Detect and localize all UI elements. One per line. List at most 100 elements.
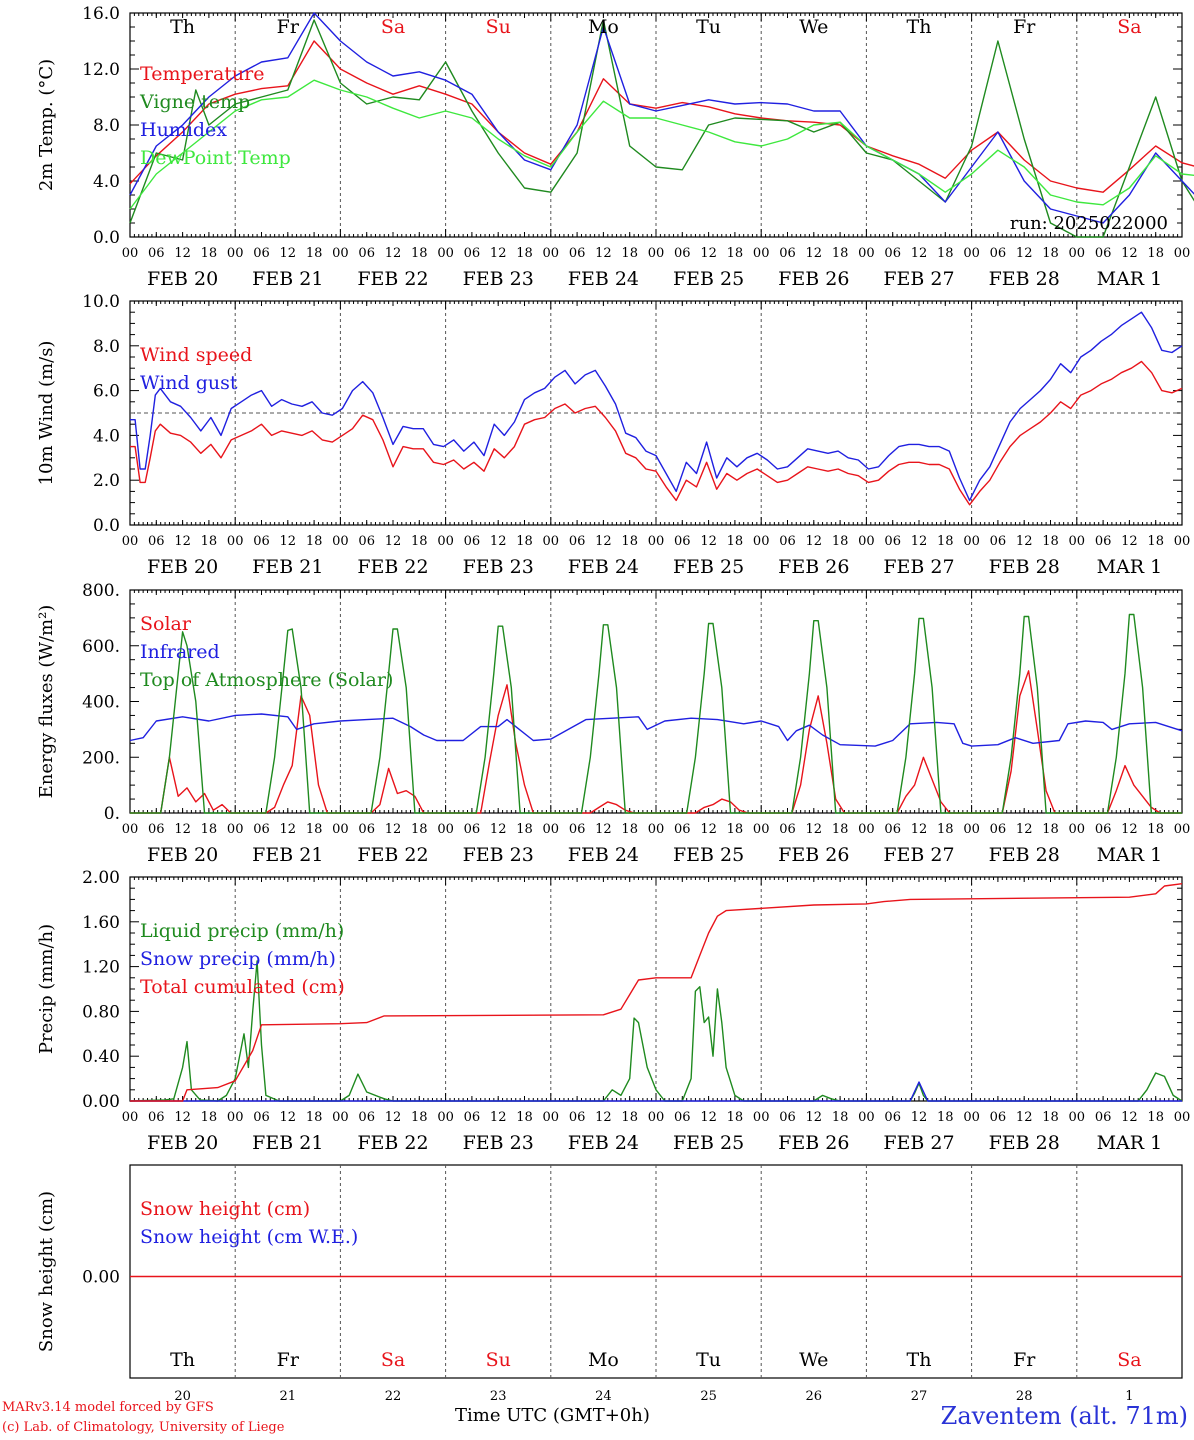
y-axis-label: Energy fluxes (W/m²)	[36, 605, 57, 799]
y-tick-label: 10.0	[82, 292, 120, 312]
y-tick-label: 8.0	[93, 116, 120, 136]
day-name: Fr	[277, 1349, 300, 1371]
hour-tick-label: 06	[253, 1110, 270, 1125]
hour-tick-label: 00	[963, 246, 980, 261]
day-number: 21	[280, 1389, 297, 1404]
hour-tick-label: 18	[937, 534, 954, 549]
hour-tick-label: 12	[280, 534, 297, 549]
date-label: FEB 22	[357, 268, 428, 290]
date-label: FEB 28	[989, 556, 1060, 578]
hour-tick-label: 06	[779, 822, 796, 837]
hour-tick-label: 12	[174, 822, 191, 837]
hour-tick-label: 06	[990, 246, 1007, 261]
hour-tick-label: 00	[753, 534, 770, 549]
hour-tick-label: 12	[385, 822, 402, 837]
hour-tick-label: 12	[911, 246, 928, 261]
hour-tick-label: 18	[306, 1110, 323, 1125]
hour-tick-label: 12	[700, 1110, 717, 1125]
hour-tick-label: 00	[753, 822, 770, 837]
day-name: Fr	[1013, 16, 1036, 38]
y-tick-label: 800.	[82, 581, 120, 601]
hour-tick-label: 00	[1069, 822, 1086, 837]
date-label: FEB 24	[568, 268, 639, 290]
hour-tick-label: 12	[806, 822, 823, 837]
hour-tick-label: 12	[911, 1110, 928, 1125]
hour-tick-label: 06	[358, 246, 375, 261]
hour-tick-label: 06	[569, 534, 586, 549]
date-label: FEB 24	[568, 844, 639, 866]
hour-tick-label: 12	[806, 246, 823, 261]
hour-tick-label: 18	[621, 822, 638, 837]
hour-tick-label: 00	[648, 822, 665, 837]
hour-tick-label: 18	[201, 534, 218, 549]
series-line	[130, 883, 1183, 1102]
day-number: 25	[700, 1389, 717, 1404]
hour-tick-label: 12	[385, 1110, 402, 1125]
hour-tick-label: 12	[1016, 1110, 1033, 1125]
date-label: FEB 23	[463, 844, 534, 866]
hour-tick-label: 12	[700, 246, 717, 261]
hour-tick-label: 18	[411, 1110, 428, 1125]
series-line	[129, 12, 1194, 224]
hour-tick-label: 00	[543, 534, 560, 549]
hour-tick-label: 06	[569, 1110, 586, 1125]
hour-tick-label: 06	[358, 1110, 375, 1125]
day-number: 1	[1125, 1389, 1133, 1404]
hour-tick-label: 06	[1095, 1110, 1112, 1125]
hour-tick-label: 06	[148, 1110, 165, 1125]
day-name: Mo	[588, 16, 619, 38]
hour-tick-label: 06	[148, 822, 165, 837]
day-name: Mo	[588, 1349, 619, 1371]
hour-tick-label: 00	[1174, 1110, 1191, 1125]
y-tick-label: 0.80	[82, 1002, 120, 1022]
hour-tick-label: 00	[753, 246, 770, 261]
hour-tick-label: 06	[253, 822, 270, 837]
day-name: Th	[907, 16, 932, 38]
hour-tick-label: 12	[280, 246, 297, 261]
hour-tick-label: 06	[674, 1110, 691, 1125]
hour-tick-label: 18	[306, 534, 323, 549]
date-label: FEB 22	[357, 1132, 428, 1154]
hour-tick-label: 12	[595, 246, 612, 261]
day-name: Tu	[696, 1349, 721, 1371]
hour-tick-label: 00	[543, 1110, 560, 1125]
day-name: Fr	[277, 16, 300, 38]
legend-entry: Liquid precip (mm/h)	[140, 920, 344, 942]
hour-tick-label: 00	[332, 534, 349, 549]
hour-tick-label: 18	[411, 534, 428, 549]
legend-entry: Wind gust	[140, 372, 238, 394]
legend-entry: Solar	[140, 613, 192, 635]
date-label: FEB 20	[147, 844, 218, 866]
y-tick-label: 8.0	[93, 337, 120, 357]
hour-tick-label: 06	[884, 1110, 901, 1125]
date-label: FEB 24	[568, 1132, 639, 1154]
hour-tick-label: 12	[174, 246, 191, 261]
hour-tick-label: 00	[753, 1110, 770, 1125]
hour-tick-label: 00	[963, 534, 980, 549]
day-name: Th	[907, 1349, 932, 1371]
hour-tick-label: 18	[306, 246, 323, 261]
hour-tick-label: 18	[1042, 246, 1059, 261]
hour-tick-label: 18	[937, 246, 954, 261]
series-line	[129, 40, 1194, 193]
legend-entry: Snow precip (mm/h)	[140, 948, 336, 970]
hour-tick-label: 06	[1095, 534, 1112, 549]
hour-tick-label: 18	[411, 822, 428, 837]
hour-tick-label: 12	[1121, 246, 1138, 261]
day-name: Th	[170, 16, 195, 38]
hour-tick-label: 12	[1121, 534, 1138, 549]
y-tick-label: 0.0	[93, 516, 120, 536]
hour-tick-label: 06	[569, 246, 586, 261]
hour-tick-label: 00	[858, 1110, 875, 1125]
hour-tick-label: 00	[122, 1110, 139, 1125]
day-name: We	[799, 1349, 828, 1371]
hour-tick-label: 18	[201, 1110, 218, 1125]
y-tick-label: 4.0	[93, 426, 120, 446]
series-line	[129, 79, 1194, 210]
y-tick-label: 0.00	[82, 1268, 120, 1288]
date-label: FEB 23	[463, 556, 534, 578]
day-number: 26	[806, 1389, 823, 1404]
hour-tick-label: 00	[332, 246, 349, 261]
hour-tick-label: 06	[1095, 246, 1112, 261]
hour-tick-label: 18	[1147, 534, 1164, 549]
